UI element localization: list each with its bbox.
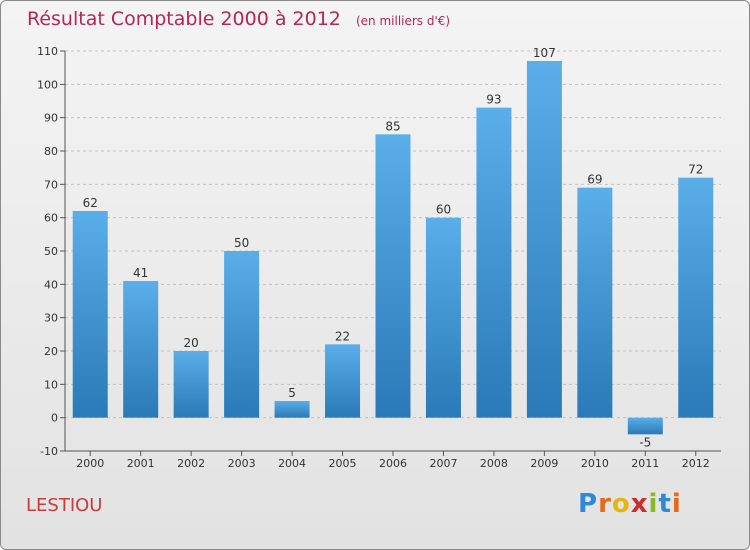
bar-2005 [325,344,361,418]
data-label: 62 [83,196,98,210]
data-label: 60 [436,203,451,217]
bar-2004 [274,401,310,418]
axes: -10 0 10 20 30 40 50 60 70 80 90 100 110 2000 2001 2002… [37,45,721,470]
logo-letter: x [630,489,649,519]
y-tick-label: 10 [44,378,58,391]
y-tick-label: 0 [51,412,58,425]
y-tick-label: 50 [44,245,58,258]
y-tick-label: 110 [37,45,58,58]
data-label: 107 [533,46,556,60]
y-tick-label: 100 [37,78,58,91]
data-label: 69 [587,173,602,187]
y-tick-label: 80 [44,145,58,158]
bars [72,61,714,435]
x-tick-label: 2006 [379,457,407,470]
logo-letter: r [598,489,612,519]
bar-2000 [72,211,108,418]
x-tick-label: 2007 [429,457,457,470]
x-tick-label: 2000 [76,457,104,470]
x-tick-label: 2009 [530,457,558,470]
x-tick-label: 2001 [127,457,155,470]
bar-2012 [678,177,714,418]
place-name: LESTIOU [26,495,103,516]
y-tick-label: 90 [44,112,58,125]
x-tick-label: 2011 [631,457,659,470]
x-tick-label: 2010 [581,457,609,470]
bar-2007 [425,217,461,418]
y-tick-label: 30 [44,312,58,325]
data-label: 93 [486,93,501,107]
data-label: 50 [234,236,249,250]
bar-2008 [476,107,512,418]
bar-2011 [627,417,663,435]
proxiti-logo: Proxiti [578,489,682,519]
chart-title: Résultat Comptable 2000 à 2012 [27,8,341,30]
x-tick-label: 2002 [177,457,205,470]
x-tick-label: 2003 [228,457,256,470]
logo-letter: o [611,489,631,519]
bar-2003 [224,251,260,418]
y-tick-label: 40 [44,278,58,291]
logo-letter: t [658,489,672,519]
bar-2010 [577,187,613,418]
bar-2006 [375,134,411,418]
chart-title-block: Résultat Comptable 2000 à 2012 (en milli… [27,8,450,30]
data-label: 20 [184,336,199,350]
data-label: 72 [688,163,703,177]
bar-2002 [173,351,209,418]
x-tick-label: 2012 [682,457,710,470]
chart-subtitle: (en milliers d'€) [355,14,451,28]
logo-letter: P [578,489,599,519]
y-tick-label: -10 [40,445,58,458]
x-tick-label: 2008 [480,457,508,470]
x-tick-label: 2005 [329,457,357,470]
bar-2009 [526,61,562,418]
data-label: 41 [133,266,148,280]
logo-letter: i [648,489,659,519]
y-tick-label: 70 [44,178,58,191]
data-label: -5 [639,435,651,449]
y-tick-label: 20 [44,345,58,358]
y-tick-label: 60 [44,212,58,225]
data-labels: 62 41 20 50 5 22 85 60 93 107 69 -5 72 [83,46,704,449]
data-label: 22 [335,329,350,343]
bar-2001 [123,281,159,418]
data-label: 85 [385,119,400,133]
data-label: 5 [288,386,296,400]
x-tick-label: 2004 [278,457,306,470]
logo-letter: i [671,489,682,519]
